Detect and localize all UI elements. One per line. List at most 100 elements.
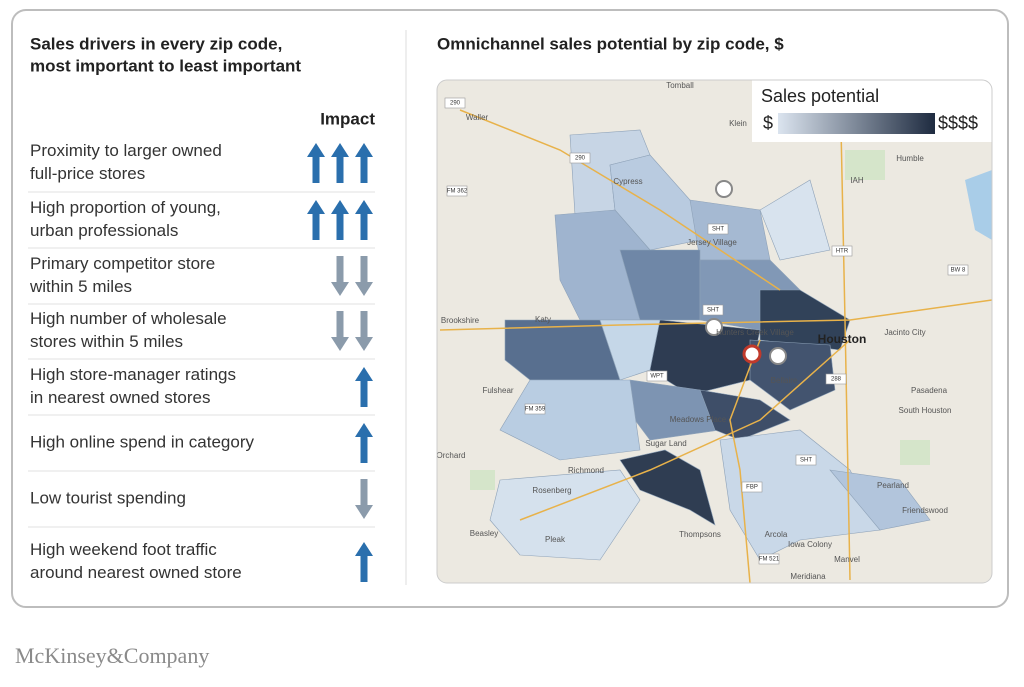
road-shield (569, 152, 591, 164)
arrow-down (331, 256, 349, 296)
place-label: Jersey Village (687, 238, 737, 247)
road-shield (524, 403, 546, 415)
row-label: High online spend in category (30, 432, 254, 451)
row-label: in nearest owned stores (30, 388, 211, 407)
left-title: Sales drivers in every zip code, (30, 34, 282, 53)
place-label: Meridiana (790, 572, 826, 581)
road-label: SHT (712, 227, 724, 233)
legend-high: $$$$ (938, 113, 978, 133)
water (965, 170, 992, 240)
row-label: around nearest owned store (30, 563, 242, 582)
row-label: High proportion of young, (30, 198, 221, 217)
row-label: urban professionals (30, 221, 178, 240)
row-label: within 5 miles (29, 277, 132, 296)
place-label: Waller (466, 113, 489, 122)
place-label: Arcola (765, 530, 788, 539)
place-label: Meadows Place (670, 415, 727, 424)
row-label: Primary competitor store (30, 254, 215, 273)
arrow-up (307, 143, 325, 183)
road-shield (825, 373, 847, 385)
arrow-up (355, 542, 373, 582)
arrow-up (331, 200, 349, 240)
road-shield (758, 553, 780, 565)
road-label: FBP (746, 485, 758, 491)
place-label: Thompsons (679, 530, 721, 539)
road-label: BW 8 (951, 268, 966, 274)
road-label: HTR (836, 249, 849, 255)
row-label: stores within 5 miles (30, 332, 183, 351)
footer-logo: McKinsey&Company (15, 643, 209, 668)
store-marker (769, 347, 787, 365)
place-label: Klein (729, 119, 747, 128)
row-label: High weekend foot traffic (30, 540, 217, 559)
roads (439, 80, 992, 583)
map: Tomball Waller Klein Cypress Humble IAH Jersey… (437, 80, 992, 583)
arrow-up (355, 367, 373, 407)
legend-low: $ (763, 113, 773, 133)
place-label: Cypress (613, 177, 642, 186)
place-label: Brookshire (441, 316, 480, 325)
row-label: High store-manager ratings (30, 365, 236, 384)
road-shield (702, 304, 724, 316)
place-label: Richmond (568, 466, 604, 475)
place-label: Rosenberg (532, 486, 571, 495)
impact-header: Impact (320, 109, 375, 128)
road-shield (795, 454, 817, 466)
road-shield (707, 223, 729, 235)
road-shield (444, 97, 466, 109)
road-label: FM 521 (759, 557, 780, 563)
left-title: most important to least important (30, 56, 301, 75)
parks (470, 150, 930, 490)
place-label: Hunters Creek Village (716, 328, 794, 337)
place-label: Sugar Land (645, 439, 686, 448)
place-label: South Houston (899, 406, 952, 415)
arrow-up (307, 200, 325, 240)
place-label: Humble (896, 154, 924, 163)
arrow-down (331, 311, 349, 351)
arrow-down (355, 256, 373, 296)
road-shield (446, 185, 468, 197)
road-label: 288 (831, 377, 842, 383)
arrow-down (355, 479, 373, 519)
arrow-up (355, 143, 373, 183)
road-label: FM 362 (447, 189, 468, 195)
place-label: Jacinto City (884, 328, 925, 337)
place-label: Tomball (666, 81, 694, 90)
legend-gradient (778, 113, 935, 134)
right-title: Omnichannel sales potential by zip code,… (437, 34, 784, 53)
map-border (436, 79, 993, 584)
road-label: FM 359 (525, 407, 546, 413)
place-label: Katy (535, 315, 551, 324)
place-label: IAH (850, 176, 864, 185)
road-shield (646, 370, 668, 382)
road-shield (831, 245, 853, 257)
arrow-up (355, 423, 373, 463)
row-label: Low tourist spending (30, 488, 186, 507)
road-label: 290 (575, 156, 586, 162)
place-label: Orchard (437, 451, 466, 460)
road-shield (947, 264, 969, 276)
place-label: Iowa Colony (788, 540, 832, 549)
road-label: 290 (450, 101, 461, 107)
row-label: full-price stores (30, 164, 145, 183)
road-shield (741, 481, 763, 493)
road-label: SHT (707, 308, 719, 314)
store-marker (742, 344, 762, 364)
row-label: Proximity to larger owned (30, 141, 222, 160)
place-label: Houston (818, 332, 867, 346)
place-label: Bellaire (771, 376, 798, 385)
legend-title: Sales potential (761, 86, 879, 106)
place-label: Pleak (545, 535, 566, 544)
place-label: Fulshear (482, 386, 513, 395)
place-label: Friendswood (902, 506, 948, 515)
road-label: WPT (650, 374, 664, 380)
row-label: High number of wholesale (30, 309, 227, 328)
place-label: Pasadena (911, 386, 948, 395)
arrow-up (355, 200, 373, 240)
road-label: SHT (800, 458, 812, 464)
place-label: Beasley (470, 529, 498, 538)
store-marker (715, 180, 733, 198)
store-marker (705, 318, 723, 336)
